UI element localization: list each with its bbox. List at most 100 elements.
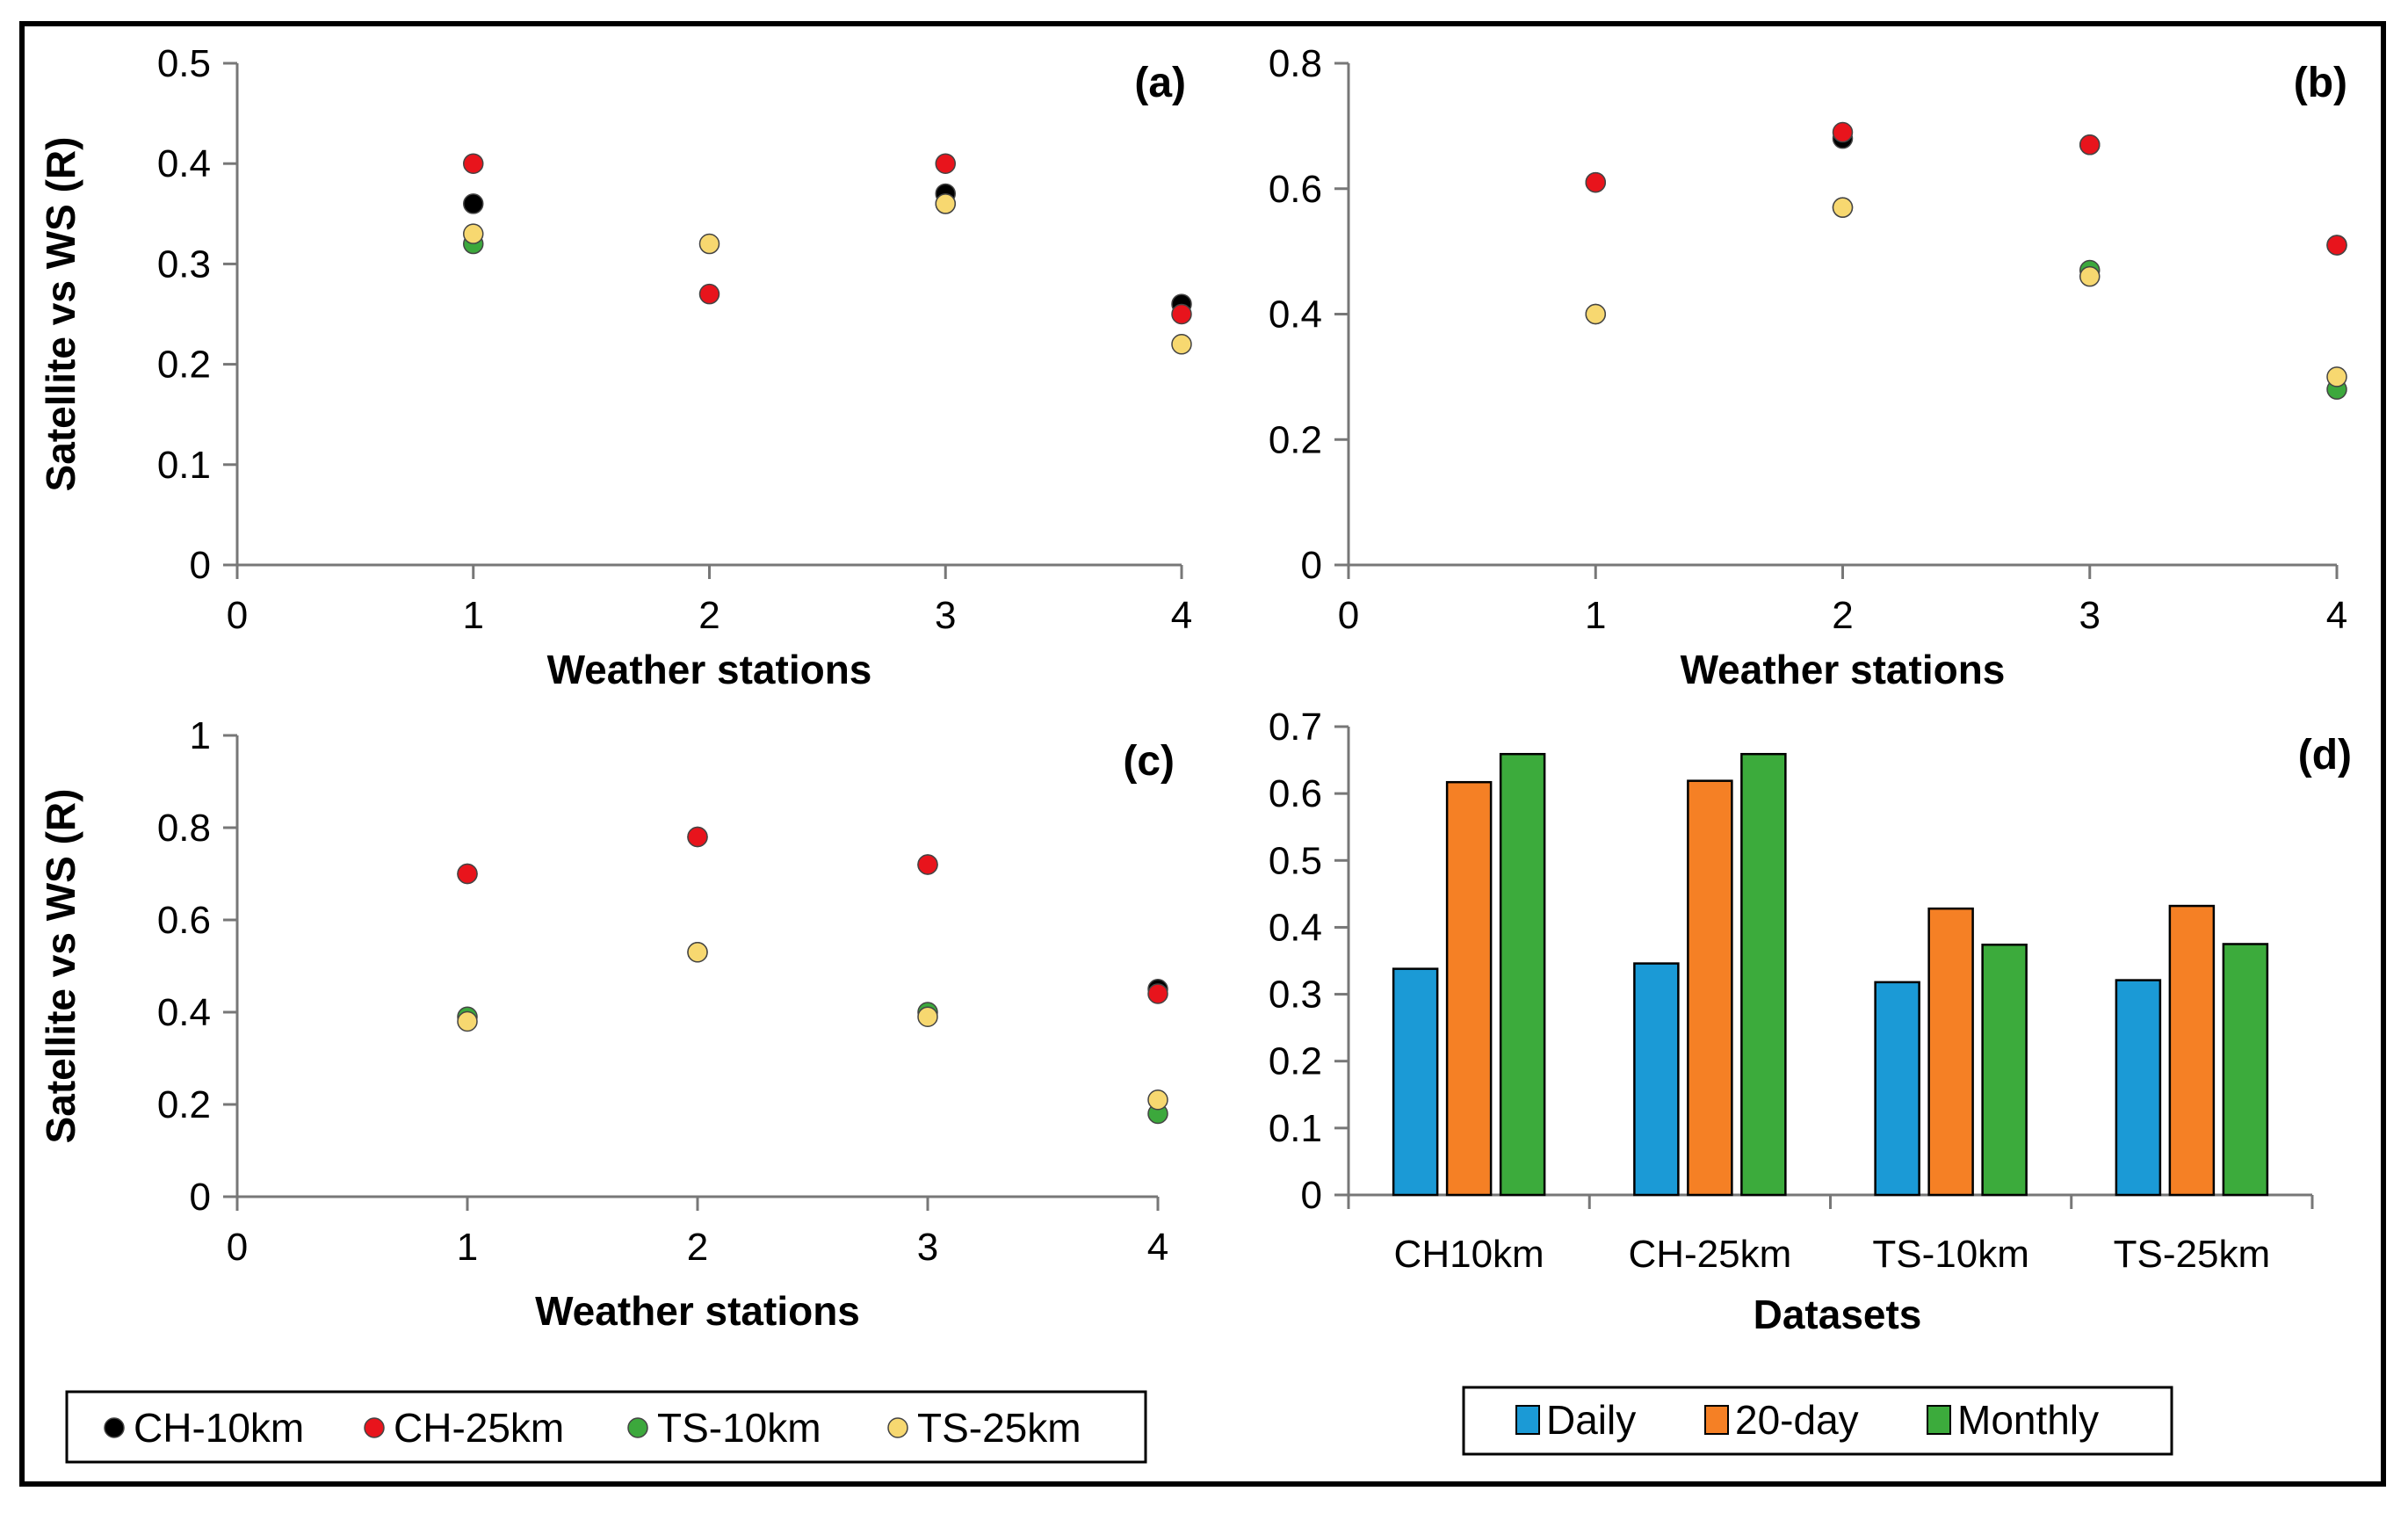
data-point-ch-25km: [1585, 171, 1606, 193]
figure-frame: [19, 21, 2386, 1487]
y-tick-label: 0.2: [157, 1083, 211, 1126]
data-point-ts-25km: [463, 223, 484, 244]
x-tick-label: 3: [917, 1226, 938, 1269]
legend-marker: [104, 1417, 125, 1438]
x-tick-label: 3: [935, 594, 956, 637]
panel-label: (b): [2294, 60, 2347, 106]
x-tick-label: 2: [687, 1226, 708, 1269]
data-point-ts-25km: [935, 193, 956, 214]
data-point-ch-25km: [1171, 303, 1192, 325]
x-tick-label: 1: [463, 594, 484, 637]
bar-20-day: [1927, 907, 1974, 1197]
y-tick-label: 0.5: [1269, 839, 1322, 882]
legend-item-ch-25km: CH-25km: [364, 1405, 564, 1451]
y-tick-label: 0.6: [157, 899, 211, 942]
data-point-ch-10km: [463, 193, 484, 214]
y-tick-label: 0.1: [1269, 1107, 1322, 1150]
x-tick-label: 4: [1147, 1226, 1168, 1269]
x-tick-label: 0: [227, 594, 248, 637]
y-tick-label: 0: [190, 1176, 211, 1219]
data-point-ts-25km: [1147, 1090, 1168, 1111]
x-category-label: CH10km: [1394, 1233, 1544, 1276]
y-tick-label: 0: [1301, 544, 1322, 587]
legend-label: CH-25km: [394, 1405, 564, 1451]
data-point-ch-25km: [687, 826, 708, 848]
panel-a: 0 0.1 0.2 0.3 0.4 0.5 0 1 2 3 4 Weather stations Sat…: [38, 42, 1192, 692]
x-tick-label: 4: [2326, 594, 2347, 637]
legend-item-ts-10km: TS-10km: [627, 1405, 821, 1451]
x-tick-label: 2: [698, 594, 720, 637]
y-tick-label: 0.2: [1269, 1040, 1322, 1083]
data-point-ts-25km: [698, 233, 720, 255]
legend-label: Monthly: [1957, 1397, 2099, 1443]
legend-marker: [627, 1417, 648, 1438]
bar-monthly: [1740, 752, 1787, 1197]
legend-box: [1462, 1386, 2173, 1456]
y-axis-title: Satellite vs WS (R): [38, 789, 83, 1144]
panel-label: (d): [2298, 732, 2352, 778]
bar-monthly: [1499, 752, 1546, 1197]
x-axis-title: Weather stations: [535, 1288, 860, 1334]
legend-marker: [887, 1417, 908, 1438]
y-tick-label: 0.8: [1269, 42, 1322, 85]
bar-daily: [1874, 981, 1920, 1197]
legend-item-ts-25km: TS-25km: [887, 1405, 1081, 1451]
y-tick-label: 0: [190, 544, 211, 587]
bar-20-day: [2168, 904, 2216, 1197]
legend-swatch: [1704, 1405, 1729, 1435]
legend-label: 20-day: [1735, 1397, 1859, 1443]
x-category-label: CH-25km: [1628, 1233, 1791, 1276]
bar-daily: [2115, 979, 2162, 1197]
bar-monthly: [2222, 943, 2269, 1197]
y-tick-label: 0.3: [157, 243, 211, 286]
x-axis-title: Datasets: [1754, 1292, 1922, 1337]
bar-daily: [1392, 967, 1439, 1197]
bar-monthly: [1981, 943, 2028, 1197]
legend-item-ch-10km: CH-10km: [104, 1405, 304, 1451]
y-tick-label: 0.4: [1269, 906, 1322, 949]
bar-20-day: [1445, 780, 1493, 1197]
legend-label: Daily: [1546, 1397, 1636, 1443]
y-tick-label: 0.7: [1269, 706, 1322, 749]
data-point-ts-25km: [1585, 303, 1606, 325]
panel-d: 0 0.1 0.2 0.3 0.4 0.5 0.6 0.7 CH10km CH-25km TS-10…: [1269, 706, 2352, 1337]
y-tick-label: 0.8: [157, 807, 211, 850]
data-point-ts-25km: [457, 1010, 478, 1032]
data-point-ch-25km: [2079, 134, 2101, 156]
y-tick-label: 1: [190, 714, 211, 757]
legend-label: TS-10km: [657, 1405, 821, 1451]
x-axis-title: Weather stations: [1681, 647, 2006, 692]
legend-swatch: [1515, 1405, 1540, 1435]
y-tick-label: 0.3: [1269, 974, 1322, 1017]
y-tick-label: 0.2: [1269, 418, 1322, 461]
x-category-label: TS-25km: [2114, 1233, 2270, 1276]
data-point-ch-25km: [1832, 121, 1854, 143]
x-tick-label: 0: [227, 1226, 248, 1269]
y-tick-label: 0.4: [157, 142, 211, 185]
data-point-ts-25km: [1171, 334, 1192, 355]
data-point-ts-25km: [2079, 265, 2101, 287]
legend-swatch: [1927, 1405, 1951, 1435]
y-axis-title: Satellite vs WS (R): [38, 137, 83, 492]
data-point-ch-25km: [917, 854, 938, 875]
panel-label: (c): [1123, 738, 1175, 785]
y-tick-label: 0.1: [157, 444, 211, 487]
x-tick-label: 3: [2079, 594, 2101, 637]
data-point-ch-25km: [2326, 235, 2347, 256]
data-point-ch-25km: [1147, 983, 1168, 1004]
y-tick-label: 0.4: [157, 991, 211, 1034]
legend-bar: Daily 20-day Monthly: [1462, 1386, 2173, 1456]
bar-daily: [1633, 962, 1680, 1197]
legend-scatter: CH-10km CH-25km TS-10km TS-25km: [65, 1390, 1147, 1464]
data-point-ch-25km: [463, 153, 484, 174]
data-point-ch-25km: [935, 153, 956, 174]
legend-item-20-day: 20-day: [1704, 1397, 1859, 1443]
data-point-ts-25km: [687, 942, 708, 963]
data-point-ch-25km: [698, 283, 720, 305]
panel-b: 0 0.2 0.4 0.6 0.8 0 1 2 3 4 Weather stations (b): [1269, 42, 2347, 692]
data-point-ts-25km: [917, 1006, 938, 1027]
data-point-ts-25km: [1832, 197, 1854, 218]
x-axis-title: Weather stations: [547, 647, 872, 692]
legend-label: TS-25km: [917, 1405, 1081, 1451]
